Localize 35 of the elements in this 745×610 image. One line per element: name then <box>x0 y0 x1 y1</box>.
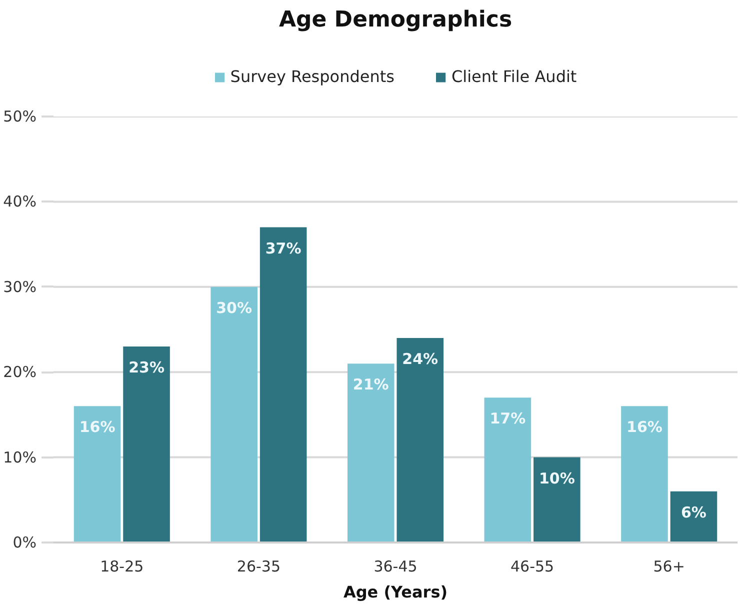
data-label: 10% <box>538 469 575 488</box>
x-axis-title: Age (Years) <box>343 582 448 602</box>
bar <box>534 457 580 542</box>
x-tick-label: 18-25 <box>100 558 144 576</box>
bar <box>260 227 307 542</box>
x-tick-label: 36-45 <box>374 558 418 576</box>
y-tick-label: 50% <box>3 108 37 126</box>
bar <box>123 346 170 542</box>
data-label: 23% <box>128 358 164 377</box>
y-tick-label: 20% <box>3 363 37 382</box>
y-tick-label: 10% <box>3 448 37 466</box>
x-tick-label: 56+ <box>653 558 685 576</box>
data-label: 16% <box>79 418 116 436</box>
data-label: 16% <box>626 418 662 436</box>
bar <box>396 338 444 542</box>
x-tick-label: 26-35 <box>236 558 280 576</box>
data-label: 21% <box>352 376 389 394</box>
data-label: 30% <box>216 298 252 317</box>
y-tick-label: 0% <box>12 534 36 552</box>
data-label: 24% <box>402 350 438 368</box>
y-tick-label: 30% <box>3 278 37 296</box>
legend-label: Survey Respondents <box>230 67 394 86</box>
bar <box>74 406 121 542</box>
data-label: 6% <box>680 503 706 522</box>
data-label: 37% <box>265 239 302 258</box>
bar <box>670 491 718 542</box>
bar <box>621 406 668 542</box>
bar <box>347 364 394 542</box>
data-label: 17% <box>490 410 526 428</box>
chart-title: Age Demographics <box>278 8 512 32</box>
x-tick-label: 46-55 <box>510 558 554 576</box>
legend-label: Client File Audit <box>451 67 577 86</box>
y-tick-label: 40% <box>3 192 37 211</box>
bar <box>210 286 258 542</box>
bar <box>484 398 532 542</box>
